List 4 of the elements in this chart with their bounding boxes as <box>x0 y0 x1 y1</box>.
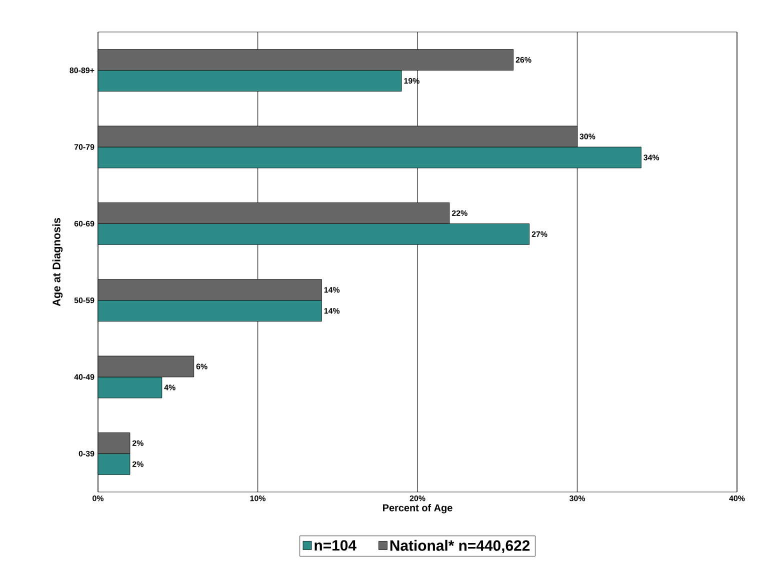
x-axis-title: Percent of Age <box>383 504 452 514</box>
legend-label: National* n=440,622 <box>390 540 530 554</box>
legend-label: n=104 <box>314 540 356 551</box>
y-axis-title: Age at Diagnosis <box>52 218 63 306</box>
